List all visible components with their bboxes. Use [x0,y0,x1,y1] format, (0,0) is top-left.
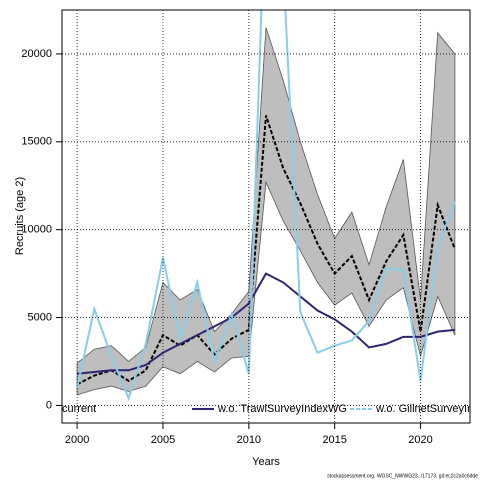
legend-label: w.o. GillnetSurveyIn [375,403,473,415]
x-tick-label: 2015 [322,434,346,446]
x-tick-label: 2010 [237,434,261,446]
confidence-band [76,27,456,396]
footer: stockassessment.org, WGSC_NWWG23, r17173… [327,473,478,479]
y-tick-label: 0 [46,399,52,411]
y-tick-label: 5000 [28,311,52,323]
y-tick-label: 20000 [21,48,52,60]
series-line [76,10,456,402]
plot-frame [61,9,471,424]
y-axis-label: Recruits (age 2) [14,177,26,255]
y-tick-label: 10000 [21,224,52,236]
x-tick-label: 2000 [65,434,89,446]
x-axis-label: Years [252,456,280,468]
x-tick-label: 2020 [408,434,432,446]
plot-area: current w.o. TrawlSurveyIndexWG w.o. Gilln… [62,10,473,415]
x-tick-label: 2005 [151,434,175,446]
legend-label: w.o. TrawlSurveyIndexWG [217,403,347,415]
legend-label: current [62,403,96,415]
series-line [76,115,456,386]
y-tick-label: 15000 [21,136,52,148]
series-line [77,272,455,375]
